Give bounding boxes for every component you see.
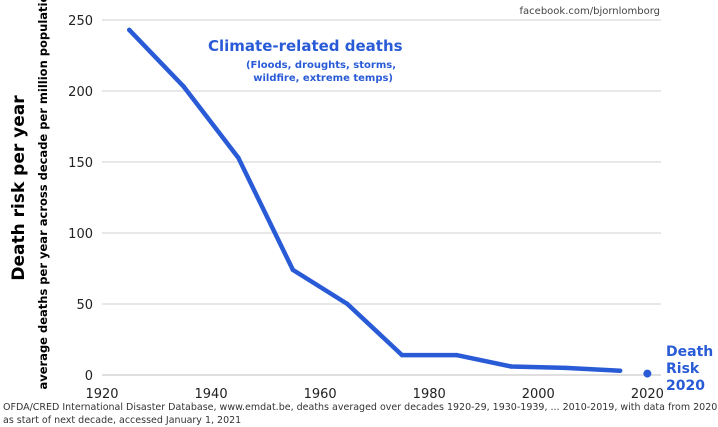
- data-point-2015: [617, 368, 623, 373]
- annotation-subtitle-line-1: (Floods, droughts, storms,: [246, 60, 396, 71]
- x-tick-label-1960: 1960: [304, 387, 337, 402]
- y-tick-label-250: 250: [68, 14, 93, 29]
- x-tick-label-2020: 2020: [631, 387, 664, 402]
- data-point-1985: [454, 352, 459, 358]
- series-line-climate-related-deaths: [127, 27, 623, 373]
- death-risk-label-line-3: 2020: [666, 378, 705, 394]
- y-tick-label-200: 200: [68, 85, 93, 100]
- y-tick-label-100: 100: [68, 227, 93, 242]
- death-risk-2020-point: [643, 369, 652, 378]
- x-tick-label-1940: 1940: [195, 387, 228, 402]
- x-axis-ticks: 1920 1940 1960 1980 2000 2020: [85, 387, 663, 402]
- credit-text: facebook.com/bjornlomborg: [520, 6, 660, 17]
- y-axis-sublabel: average deaths per year across decade pe…: [36, 0, 50, 390]
- data-point-1925: [127, 27, 132, 33]
- y-tick-label-50: 50: [76, 298, 93, 313]
- y-axis-ticks: 0 50 100 150 200 250: [68, 14, 93, 384]
- source-line-1: OFDA/CRED International Disaster Databas…: [3, 402, 718, 413]
- gridlines: [102, 19, 661, 305]
- x-tick-label-2000: 2000: [522, 387, 555, 402]
- data-point-1945: [236, 155, 241, 160]
- x-tick-label-1980: 1980: [413, 387, 446, 402]
- series-group: [127, 27, 652, 378]
- y-tick-label-150: 150: [68, 156, 93, 171]
- annotation-subtitle-line-2: wildfire, extreme temps): [253, 73, 393, 84]
- y-tick-label-0: 0: [85, 369, 93, 384]
- annotation-title: Climate-related deaths: [208, 37, 403, 55]
- death-risk-label-line-1: Death: [666, 344, 713, 360]
- data-point-1975: [399, 352, 405, 358]
- death-risk-label-line-2: Risk: [666, 361, 700, 377]
- data-point-1955: [290, 267, 296, 273]
- y-axis-label: Death risk per year: [9, 95, 29, 281]
- data-point-1935: [181, 84, 187, 89]
- source-line-2: as start of next decade, accessed Januar…: [3, 415, 241, 426]
- x-tick-label-1920: 1920: [85, 387, 118, 402]
- data-point-1965: [345, 301, 350, 307]
- data-point-1995: [508, 364, 514, 369]
- data-point-2005: [563, 365, 568, 371]
